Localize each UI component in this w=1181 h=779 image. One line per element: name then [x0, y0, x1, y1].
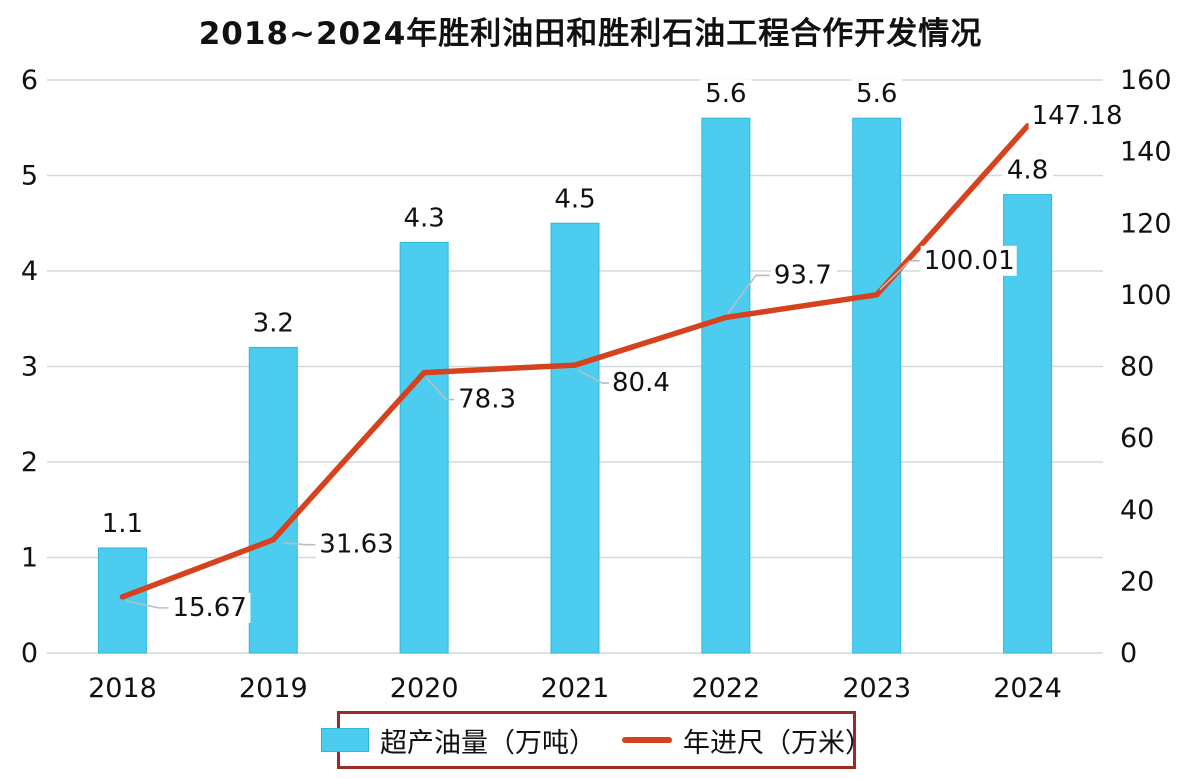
bar-2019 [248, 346, 298, 654]
bar-value-label: 4.3 [403, 203, 444, 233]
left-axis-tick-label: 6 [21, 65, 38, 96]
bar-value-label-bg [851, 79, 903, 110]
bar-value-label: 4.8 [1007, 156, 1048, 186]
x-axis-label-2022: 2022 [691, 673, 760, 704]
right-axis-tick-label: 0 [1120, 638, 1137, 669]
bar-value-label-bg [549, 184, 601, 215]
x-axis-label-2018: 2018 [88, 673, 157, 704]
line-value-label-bg [770, 260, 837, 291]
right-axis-tick-label: 100 [1120, 280, 1172, 311]
bar-2020 [399, 241, 449, 654]
line-value-label-bg [920, 245, 1017, 276]
bar-2023 [852, 117, 902, 654]
line-value-label: 31.63 [319, 530, 393, 560]
bar-value-label: 5.6 [856, 79, 897, 109]
x-axis-label-2024: 2024 [993, 673, 1062, 704]
bar-value-label-bg [398, 203, 450, 234]
line-series-path [119, 123, 1031, 600]
bar-2022 [701, 117, 751, 654]
bar-value-label-bg [247, 308, 299, 339]
bar-value-label-bg [1002, 155, 1054, 186]
line-label-leader [283, 541, 316, 546]
chart-title: 2018~2024年胜利油田和胜利石油工程合作开发情况 [198, 16, 983, 52]
right-axis-tick-label: 160 [1120, 65, 1172, 96]
right-axis-tick-label: 20 [1120, 566, 1154, 597]
line-value-label: 93.7 [774, 260, 832, 290]
line-value-label-bg [1028, 100, 1125, 131]
bar-value-label: 1.1 [102, 509, 143, 539]
line-value-label: 15.67 [172, 593, 246, 623]
line-value-label-bg [169, 592, 251, 623]
left-axis-tick-label: 4 [21, 256, 38, 287]
right-axis-tick-label: 120 [1120, 208, 1172, 239]
line-label-leader [425, 377, 455, 401]
legend-item-bar-series: 超产油量（万吨） [321, 721, 596, 760]
line-label-leader [879, 260, 920, 291]
bar-value-label-bg [700, 79, 752, 110]
line-value-label-bg [316, 529, 398, 560]
right-axis-tick-label: 140 [1120, 137, 1172, 168]
line-value-label: 80.4 [612, 368, 670, 398]
right-axis-tick-label: 80 [1120, 352, 1154, 383]
x-axis-label-2019: 2019 [239, 673, 308, 704]
x-axis-label-2021: 2021 [541, 673, 610, 704]
bar-value-label: 3.2 [253, 308, 294, 338]
line-series-swatch [622, 737, 672, 743]
x-axis-label-2023: 2023 [842, 673, 911, 704]
left-axis-tick-label: 1 [21, 543, 38, 574]
line-value-label-bg [609, 368, 675, 399]
left-axis-tick-label: 5 [21, 161, 38, 192]
right-axis-tick-label: 60 [1120, 423, 1154, 454]
bar-value-label-bg [96, 508, 148, 539]
left-axis-tick-label: 2 [21, 447, 38, 478]
bar-value-label: 4.5 [554, 184, 595, 214]
bar-series-swatch [321, 728, 369, 752]
line-value-label: 78.3 [458, 385, 516, 415]
left-axis-tick-label: 0 [21, 638, 38, 669]
bar-2021 [550, 222, 600, 654]
bar-2018 [97, 547, 147, 654]
x-axis-label-2020: 2020 [390, 673, 459, 704]
line-label-leader [126, 600, 169, 609]
legend-box: 超产油量（万吨） 年进尺（万米） [321, 711, 872, 769]
legend-label-line-series: 年进尺（万米） [683, 727, 872, 759]
legend-item-line-series: 年进尺（万米） [622, 721, 872, 760]
line-label-leader [727, 274, 770, 314]
legend-label-bar-series: 超产油量（万吨） [380, 727, 596, 759]
bar-value-label: 5.6 [705, 79, 746, 109]
left-axis-tick-label: 3 [21, 352, 38, 383]
line-value-label: 147.18 [1032, 101, 1123, 131]
line-value-label-bg [455, 384, 522, 415]
line-label-leader [577, 369, 609, 384]
line-value-label: 100.01 [924, 246, 1015, 276]
right-axis-tick-label: 40 [1120, 495, 1154, 526]
